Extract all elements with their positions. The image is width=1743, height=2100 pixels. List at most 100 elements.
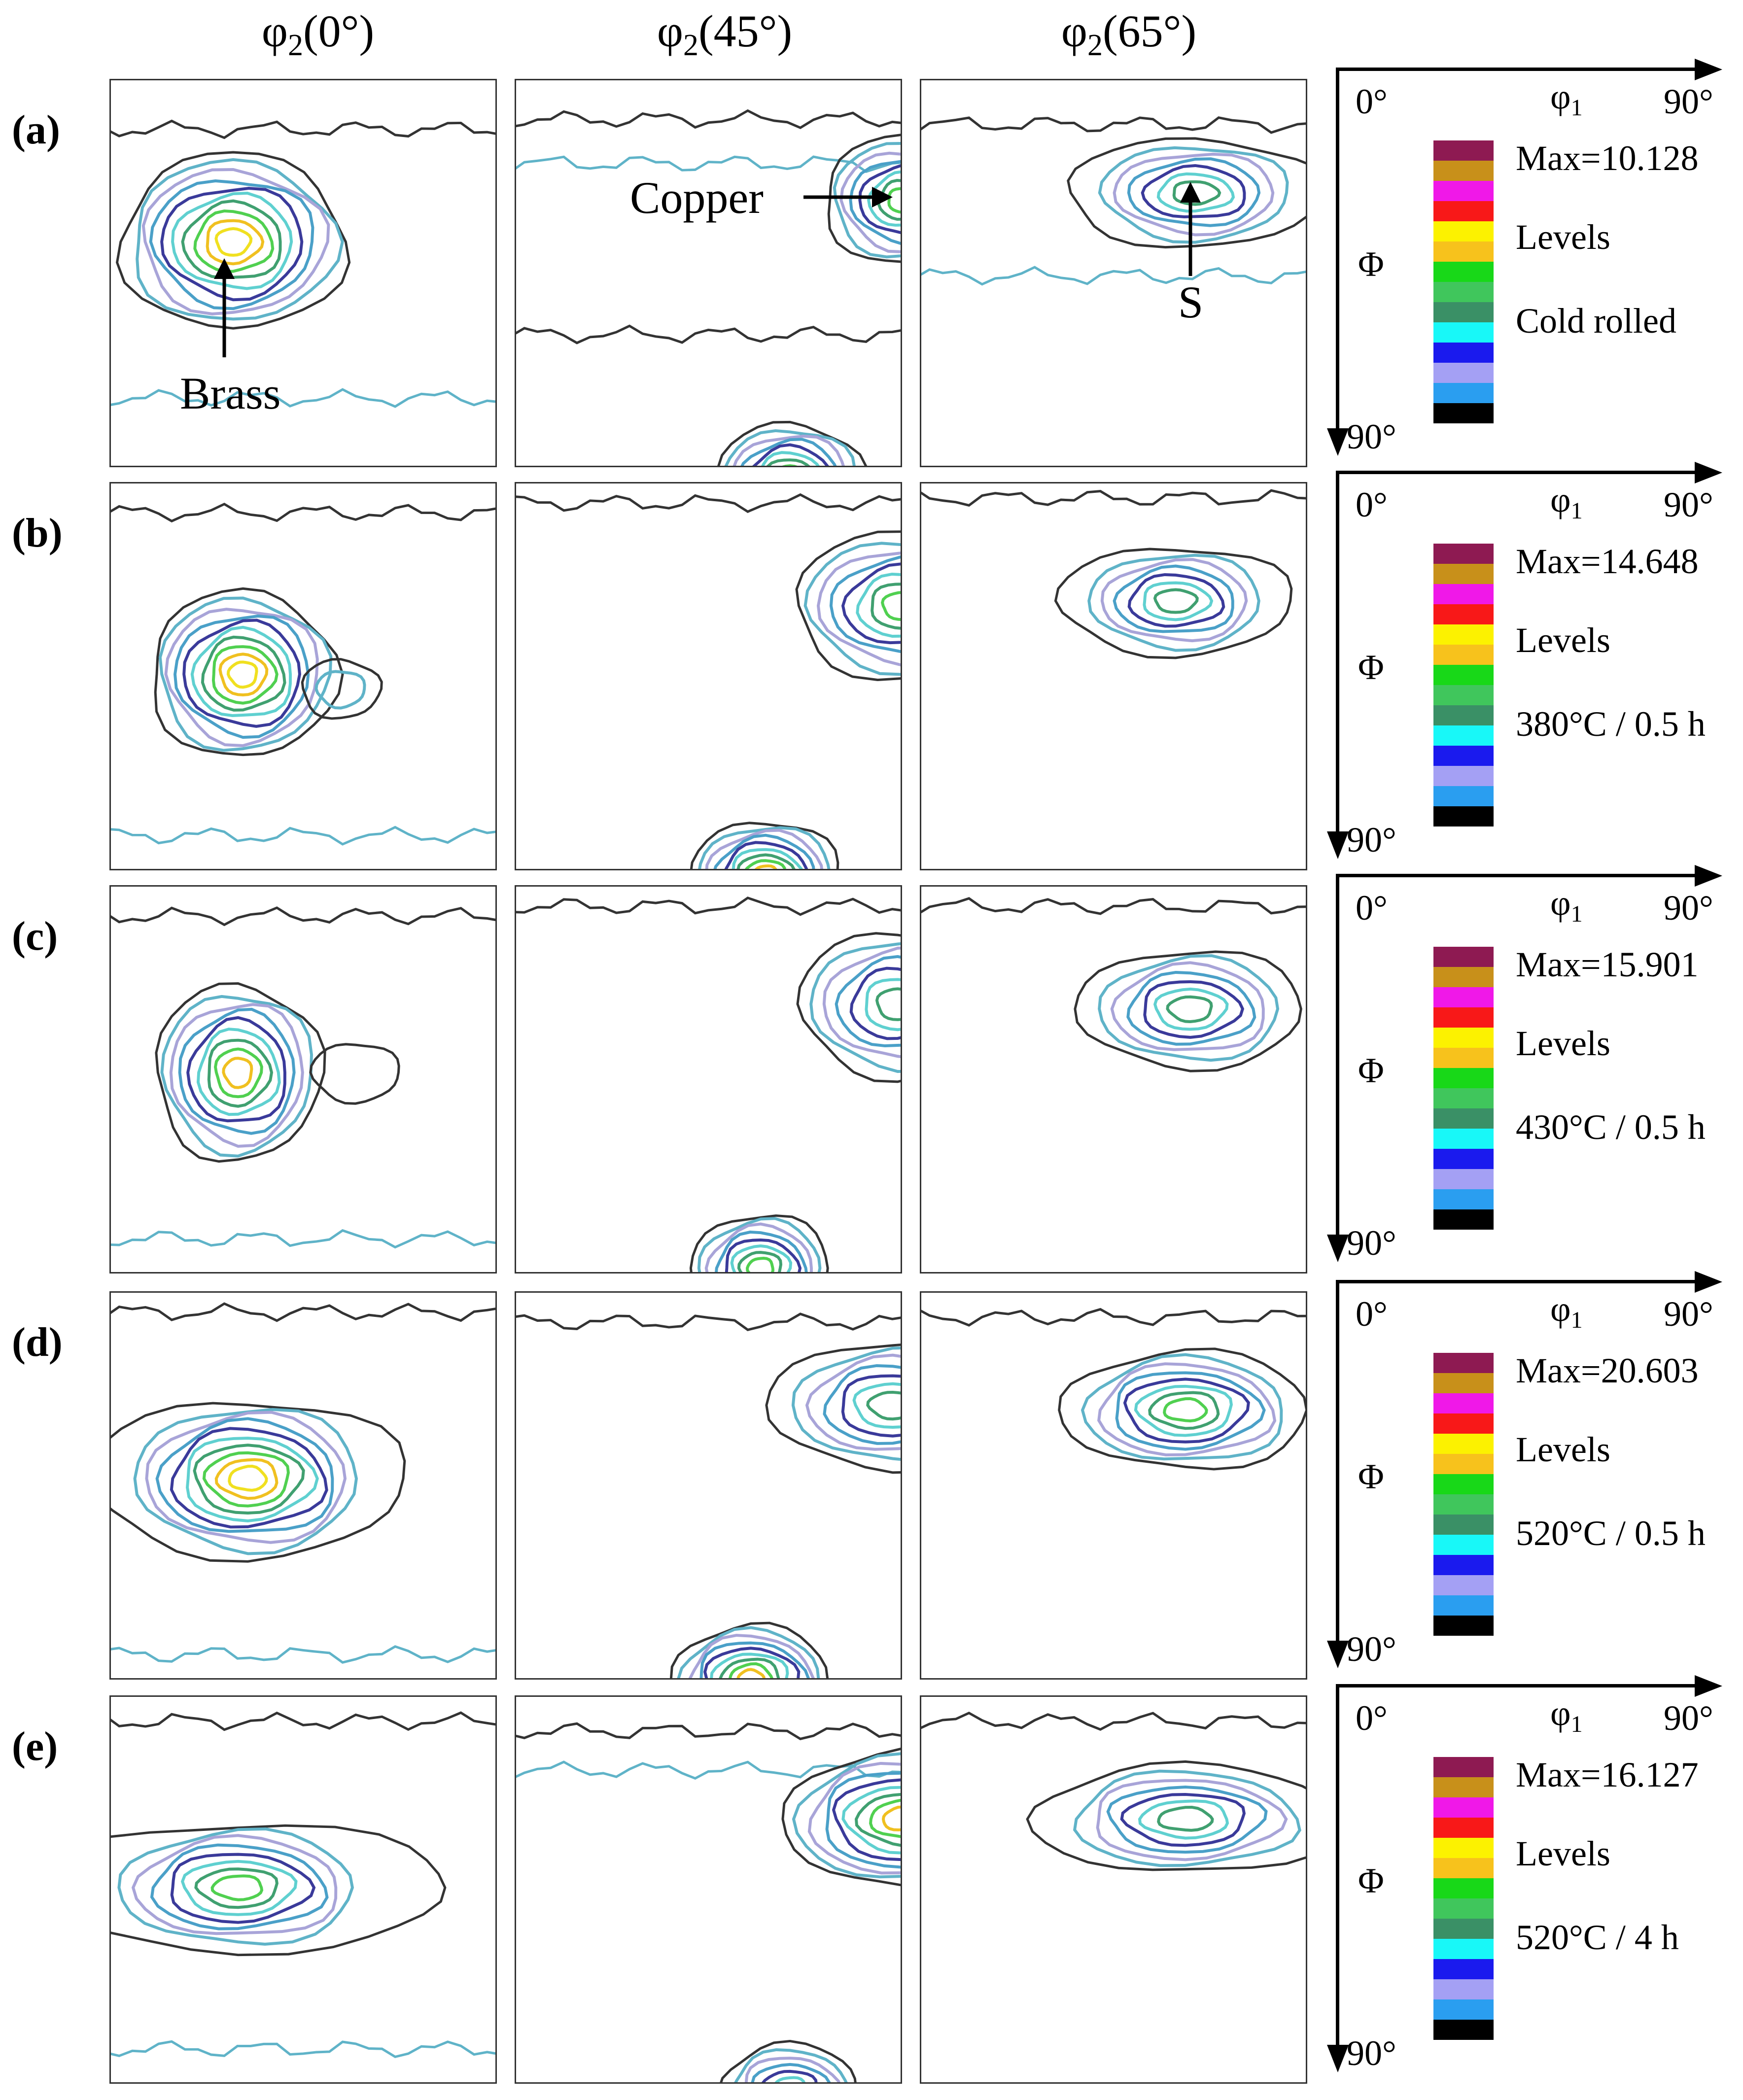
phi1-symbol: φ [1550, 77, 1571, 116]
texture-peak-contour [881, 591, 901, 621]
texture-peak-contour [150, 1843, 329, 1930]
texture-peak-contour [190, 625, 292, 717]
condition-label: 520°C / 4 h [1516, 1918, 1679, 1957]
texture-peak-contour [171, 191, 293, 290]
phi-symbol: φ [657, 6, 684, 56]
texture-peak-contour [849, 160, 901, 245]
texture-peak-contour [218, 653, 269, 696]
colorbar-swatch [1433, 1373, 1494, 1393]
background-contour-line [111, 119, 495, 139]
odf-contour-plot [921, 1711, 1306, 1871]
odf-section-panel [109, 1291, 497, 1680]
colorbar-swatch [1433, 1616, 1494, 1636]
axis-legend-block: 0° φ1 90° Φ 90° Max=16.127 Levels 520°C / 4 h [1326, 1675, 1730, 2077]
texture-peak-contour [154, 587, 344, 757]
texture-peak-contour [865, 978, 901, 1032]
condition-label: Cold rolled [1516, 301, 1676, 341]
texture-peak-contour [839, 151, 901, 253]
texture-peak-contour [710, 1652, 789, 1678]
texture-peak-contour [841, 562, 901, 645]
phi1-axis-arrowhead [1695, 59, 1722, 80]
panel-label: (e) [12, 1723, 58, 1769]
texture-peak-contour [133, 1408, 358, 1555]
texture-peak-contour [1134, 1384, 1233, 1437]
colorbar-swatch [1433, 1454, 1494, 1474]
texture-peak-contour [849, 966, 901, 1040]
Phi-axis-line [1336, 1684, 1339, 2049]
texture-peak-contour [871, 583, 901, 630]
colorbar-swatch [1433, 1474, 1494, 1494]
level-colorbar [1433, 1757, 1494, 2040]
texture-peak-contour [1098, 146, 1289, 244]
colorbar-swatch [1433, 1979, 1494, 1999]
texture-peak-contour [131, 1834, 338, 1935]
odf-contour-plot [516, 1722, 901, 2082]
texture-peak-contour [181, 199, 282, 279]
colorbar-swatch [1433, 1555, 1494, 1575]
phi1-axis-line [1336, 874, 1698, 877]
texture-peak-contour [852, 1382, 901, 1429]
texture-peak-contour [719, 1657, 780, 1678]
colorbar-swatch [1433, 786, 1494, 806]
Phi-axis-symbol: Φ [1358, 1861, 1384, 1900]
texture-peak-contour [115, 151, 351, 330]
texture-peak-contour [732, 434, 845, 466]
phi1-subscript: 1 [1570, 1711, 1583, 1737]
texture-peak-contour [1141, 164, 1246, 218]
background-contour-line [921, 1308, 1306, 1327]
texture-peak-contour [170, 1427, 328, 1529]
texture-peak-contour [186, 1437, 319, 1522]
phi1-subscript: 1 [1570, 901, 1583, 927]
odf-section-panel [109, 885, 497, 1274]
texture-peak-contour [751, 2063, 831, 2082]
texture-peak-contour [720, 2039, 857, 2082]
odf-section-panel [920, 1695, 1307, 2084]
panel-label: (b) [12, 510, 63, 556]
condition-label: 520°C / 0.5 h [1516, 1514, 1706, 1553]
texture-peak-contour [752, 443, 829, 466]
Phi-axis-end: 90° [1347, 1629, 1396, 1669]
background-contour-line [111, 906, 495, 927]
panel-label: (a) [12, 107, 60, 153]
colorbar-swatch [1433, 161, 1494, 181]
odf-section-panel [515, 885, 902, 1274]
colorbar-swatch [1433, 2020, 1494, 2040]
texture-peak-contour [781, 1748, 901, 1887]
colorbar-swatch [1433, 1028, 1494, 1048]
odf-section-panel [515, 1291, 902, 1680]
texture-peak-contour [1153, 588, 1199, 614]
texture-peak-contour [1166, 995, 1213, 1023]
phi1-axis-end: 90° [1664, 1698, 1713, 1738]
texture-peak-contour [1123, 1377, 1250, 1444]
odf-section-panel [109, 79, 497, 467]
Phi-axis-symbol: Φ [1358, 1457, 1384, 1496]
texture-peak-contour [856, 572, 901, 638]
texture-peak-contour [160, 995, 313, 1158]
texture-peak-contour [795, 530, 901, 682]
Phi-axis-line [1336, 1280, 1339, 1645]
colorbar-swatch [1433, 1515, 1494, 1535]
background-contour-line [111, 1302, 495, 1322]
texture-peak-contour [809, 942, 901, 1073]
Phi-axis-end: 90° [1347, 2033, 1396, 2073]
phi1-symbol: φ [1550, 1693, 1571, 1733]
texture-peak-contour [111, 1824, 447, 1957]
colorbar-swatch [1433, 1878, 1494, 1898]
max-value: Max=10.128 [1516, 138, 1699, 178]
phi1-axis-start: 0° [1356, 888, 1388, 928]
texture-peak-contour [766, 458, 810, 466]
odf-contour-plot [516, 1312, 901, 1678]
colorbar-swatch [1433, 343, 1494, 363]
texture-peak-contour [1110, 961, 1265, 1051]
texture-peak-contour [1098, 954, 1280, 1062]
texture-peak-contour [724, 429, 856, 466]
axis-legend-block: 0° φ1 90° Φ 90° Max=20.603 Levels 520°C / 0.5 h [1326, 1271, 1730, 1673]
odf-contour-plot [921, 489, 1306, 659]
phi1-axis-end: 90° [1664, 888, 1713, 928]
texture-peak-contour [734, 2048, 848, 2082]
colorbar-swatch [1433, 1838, 1494, 1858]
colorbar-swatch [1433, 1434, 1494, 1454]
colorbar-swatch [1433, 645, 1494, 665]
level-colorbar [1433, 140, 1494, 423]
